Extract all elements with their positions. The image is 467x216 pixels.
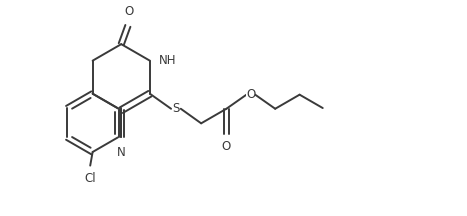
- Text: O: O: [246, 88, 255, 101]
- Text: O: O: [124, 5, 134, 18]
- Text: S: S: [172, 102, 180, 115]
- Text: Cl: Cl: [85, 172, 96, 185]
- Text: N: N: [117, 146, 126, 159]
- Text: NH: NH: [159, 54, 176, 67]
- Text: O: O: [222, 140, 231, 153]
